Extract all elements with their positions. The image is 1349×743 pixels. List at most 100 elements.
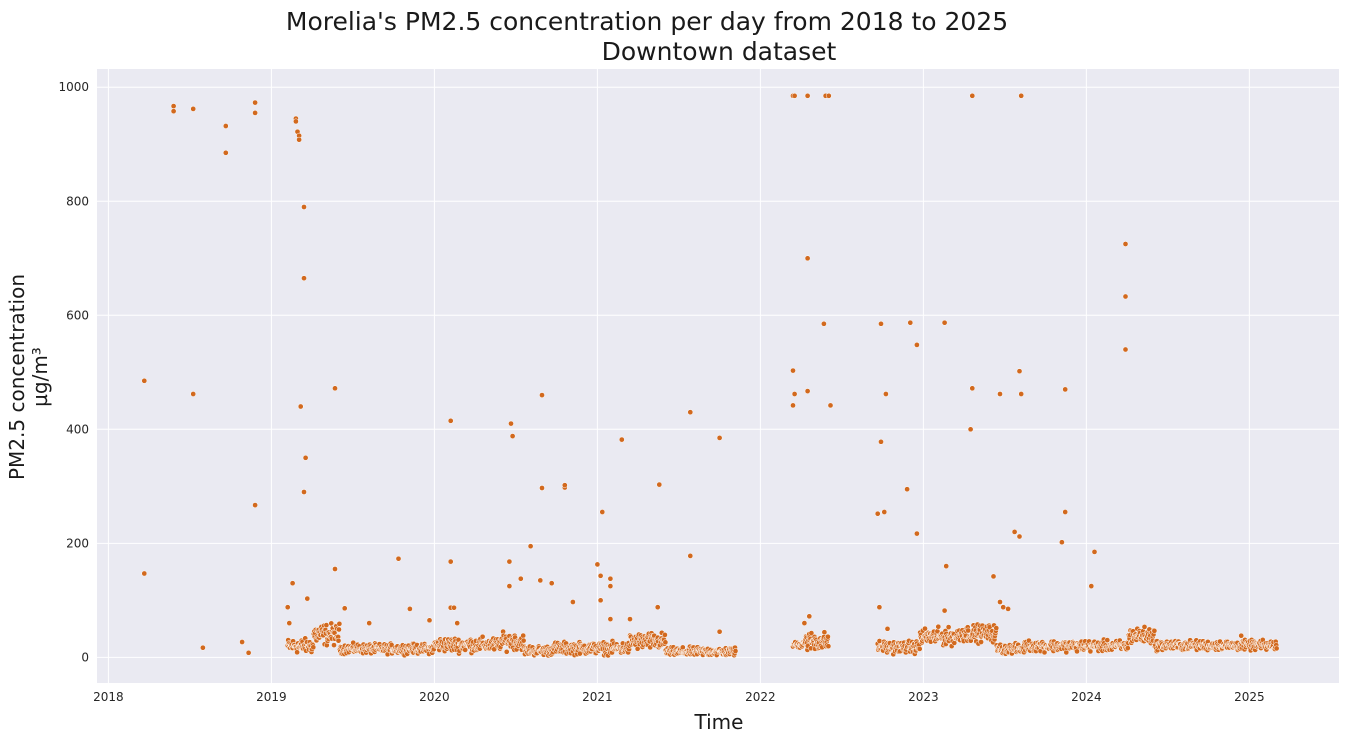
data-point-outlier	[801, 620, 808, 626]
data-point-outlier	[451, 604, 457, 611]
data-point-outlier	[366, 620, 373, 626]
data-point	[335, 637, 342, 644]
data-point-outlier	[607, 616, 614, 622]
data-point-outlier	[881, 509, 888, 515]
data-point-outlier	[141, 570, 148, 577]
data-point-outlier	[914, 342, 920, 348]
data-point-outlier	[599, 509, 606, 515]
data-point-outlier	[791, 391, 798, 397]
data-point-outlier	[170, 103, 177, 109]
data-point-outlier	[627, 616, 633, 622]
data-point-outlier	[1091, 549, 1098, 555]
data-point-outlier	[716, 435, 723, 441]
x-tick-label: 2021	[582, 690, 613, 704]
x-tick-label: 2024	[1071, 690, 1102, 704]
data-points	[141, 92, 1280, 659]
data-point	[336, 620, 343, 627]
data-point-outlier	[654, 604, 661, 611]
y-tick-labels: 0 200 400 600 800 1000	[58, 80, 89, 664]
data-point-outlier	[1018, 391, 1025, 397]
data-point	[1273, 645, 1280, 652]
y-tick-label: 600	[66, 308, 89, 322]
data-point-outlier	[447, 417, 454, 424]
data-point	[945, 624, 952, 630]
grid-lines	[97, 69, 1339, 683]
data-point	[634, 645, 641, 652]
data-point-outlier	[527, 543, 534, 550]
x-axis-label: Time	[694, 710, 744, 734]
data-point	[922, 625, 928, 632]
chart-title-line1: Morelia's PM2.5 concentration per day fr…	[286, 7, 1008, 36]
data-point-outlier	[548, 580, 555, 587]
data-point	[1104, 637, 1111, 643]
data-point-outlier	[594, 561, 601, 568]
data-point-outlier	[1062, 386, 1069, 393]
y-tick-label: 0	[81, 650, 89, 664]
data-point-outlier	[301, 204, 307, 210]
data-point-outlier	[304, 595, 311, 602]
data-point-outlier	[222, 149, 229, 156]
data-point-outlier	[454, 620, 461, 626]
data-point-outlier	[426, 617, 433, 624]
data-point-outlier	[570, 599, 576, 605]
y-tick-label: 1000	[58, 80, 89, 94]
data-point-outlier	[804, 388, 811, 394]
plot-background	[97, 69, 1339, 683]
data-point	[662, 632, 668, 638]
data-point	[732, 648, 739, 654]
data-point	[825, 633, 831, 640]
data-point-outlier	[687, 409, 694, 416]
data-point-outlier	[170, 108, 177, 115]
data-point	[662, 639, 669, 646]
data-point-outlier	[804, 255, 811, 262]
data-point-outlier	[790, 367, 796, 374]
x-tick-labels: 2018 2019 2020 2021 2022 2023 2024 2025	[93, 690, 1264, 704]
data-point	[323, 622, 330, 628]
data-point-outlier	[1016, 368, 1023, 375]
data-point-outlier	[1062, 509, 1069, 515]
data-point-outlier	[341, 605, 348, 612]
data-point-outlier	[997, 599, 1003, 605]
data-point-outlier	[943, 563, 950, 569]
data-point	[462, 647, 469, 653]
data-point	[1087, 648, 1094, 655]
x-tick-label: 2020	[419, 690, 450, 704]
data-point	[331, 642, 337, 648]
data-point	[821, 629, 828, 636]
data-point-outlier	[447, 558, 454, 565]
data-point-outlier	[296, 136, 302, 143]
y-axis-label-line1: PM2.5 concentration	[5, 274, 29, 480]
data-point-outlier	[1018, 92, 1025, 99]
data-point-outlier	[293, 118, 299, 125]
data-point-outlier	[907, 319, 914, 326]
data-point-outlier	[607, 583, 614, 589]
data-point	[993, 625, 1000, 631]
data-point-outlier	[1122, 346, 1129, 353]
data-point	[336, 626, 342, 633]
data-point-outlier	[284, 604, 291, 611]
data-point-outlier	[141, 377, 148, 384]
data-point-outlier	[825, 92, 832, 99]
data-point	[808, 630, 815, 636]
data-point-outlier	[539, 392, 545, 398]
data-point-outlier	[990, 573, 997, 580]
data-point-outlier	[245, 649, 252, 656]
data-point-outlier	[904, 486, 910, 493]
data-point-outlier	[1122, 293, 1129, 300]
data-point-outlier	[332, 385, 338, 392]
data-point	[935, 623, 942, 630]
data-point-outlier	[222, 123, 229, 129]
chart-title-line2: Downtown dataset	[602, 37, 837, 66]
data-point-outlier	[969, 92, 976, 99]
data-point-outlier	[539, 485, 545, 491]
data-point	[479, 633, 486, 640]
data-point	[310, 644, 317, 651]
data-point-outlier	[1122, 241, 1129, 247]
data-point	[978, 639, 984, 645]
data-point	[503, 648, 510, 655]
data-point-outlier	[301, 275, 307, 282]
data-point	[294, 649, 300, 656]
x-tick-label: 2025	[1234, 690, 1265, 704]
data-point	[520, 632, 527, 639]
data-point	[965, 627, 972, 634]
